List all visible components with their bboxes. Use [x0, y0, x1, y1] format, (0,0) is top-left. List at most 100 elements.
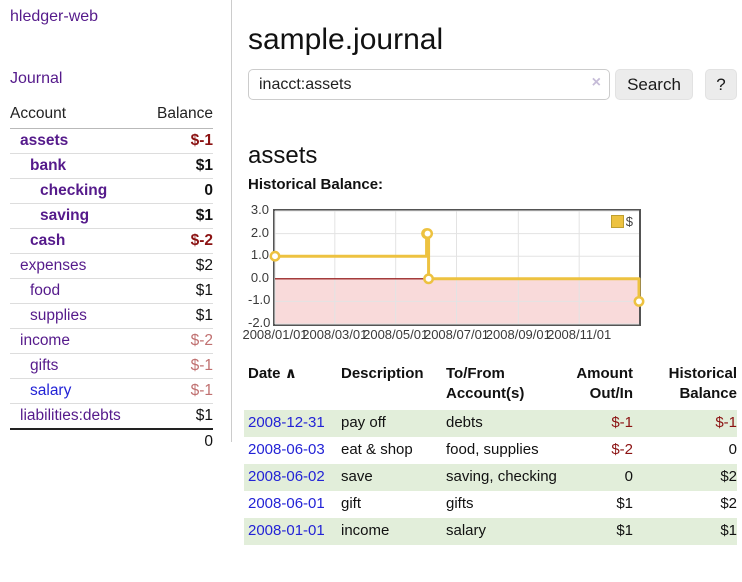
search-button[interactable]: Search — [615, 69, 693, 100]
transaction-balance: $-1 — [715, 414, 737, 431]
sort-ascending-icon: ∧ — [284, 365, 297, 382]
transaction-row: 2008-12-31 pay off debts $-1 $-1 — [244, 410, 737, 437]
transaction-date-link[interactable]: 2008-06-02 — [248, 468, 325, 485]
transaction-amount: 0 — [624, 468, 633, 485]
x-tick-label: 2008/09/01 — [485, 327, 551, 342]
account-balance: $1 — [144, 203, 213, 229]
account-row: salary $-1 — [10, 378, 213, 404]
account-row: supplies $1 — [10, 303, 213, 329]
transaction-amount: $-2 — [611, 441, 633, 458]
transaction-row: 2008-01-01 income salary $1 $1 — [244, 518, 737, 545]
transaction-accounts: saving, checking — [446, 468, 557, 485]
register-table: Date ∧ Description To/From Account(s) Am… — [244, 362, 737, 545]
sidebar-account-link[interactable]: supplies — [30, 307, 87, 324]
page-title: sample.journal — [248, 23, 444, 57]
accounts-header-account: Account — [10, 103, 145, 129]
legend-swatch — [610, 215, 624, 228]
transaction-accounts: gifts — [446, 495, 474, 512]
chart-legend: $ — [610, 214, 633, 229]
transaction-date-link[interactable]: 2008-06-03 — [248, 441, 325, 458]
x-tick-label: 2008/07/01 — [423, 327, 490, 342]
register-header-amount: Amount Out/In — [576, 365, 633, 402]
account-row: gifts $-1 — [10, 353, 213, 379]
sidebar-account-link[interactable]: checking — [40, 182, 108, 199]
account-row: income $-2 — [10, 328, 213, 354]
account-balance: $1 — [144, 303, 213, 329]
transaction-date-link[interactable]: 2008-01-01 — [248, 522, 325, 539]
transaction-row: 2008-06-01 gift gifts $1 $2 — [244, 491, 737, 518]
transaction-description: pay off — [341, 414, 386, 431]
sidebar: hledger-web Journal Account Balance asse… — [0, 0, 232, 454]
balance-chart: $ — [269, 209, 645, 326]
sidebar-account-link[interactable]: liabilities:debts — [20, 407, 121, 424]
sidebar-account-link[interactable]: gifts — [30, 357, 59, 374]
sidebar-account-link[interactable]: income — [20, 332, 70, 349]
search-input[interactable] — [248, 69, 610, 100]
y-tick-label: 3.0 — [250, 202, 269, 217]
account-row: cash $-2 — [10, 228, 213, 254]
account-balance: $2 — [144, 253, 213, 279]
account-row: checking 0 — [10, 178, 213, 204]
transaction-amount: $-1 — [611, 414, 633, 431]
accounts-table: Account Balance assets $-1 bank $1 checking 0… — [10, 103, 213, 454]
account-balance: $1 — [144, 153, 213, 179]
transaction-balance: $1 — [720, 522, 737, 539]
x-tick-label: 2008/11/01 — [547, 327, 612, 342]
sidebar-account-link[interactable]: expenses — [20, 257, 87, 274]
brand-link[interactable]: hledger-web — [10, 8, 99, 25]
clear-search-icon[interactable]: × — [591, 74, 601, 91]
x-tick-label: 2008/01/01 — [242, 327, 308, 342]
account-balance: $-2 — [144, 228, 213, 254]
help-button[interactable]: ? — [705, 69, 737, 100]
register-header-row: Date ∧ Description To/From Account(s) Am… — [244, 362, 737, 410]
data-point-marker — [422, 228, 434, 240]
chart-canvas — [269, 210, 645, 325]
accounts-total-row: 0 — [10, 428, 213, 454]
transaction-description: save — [341, 468, 373, 485]
legend-label: $ — [625, 214, 633, 229]
account-row: bank $1 — [10, 153, 213, 179]
transaction-amount: $1 — [616, 522, 633, 539]
sidebar-account-link[interactable]: food — [30, 282, 61, 299]
chart-title: Historical Balance: — [248, 176, 384, 193]
account-balance: $-1 — [144, 378, 213, 404]
transaction-accounts: food, supplies — [446, 441, 539, 458]
transaction-accounts: salary — [446, 522, 487, 539]
transaction-balance: 0 — [728, 441, 737, 458]
transaction-balance: $2 — [720, 468, 737, 485]
y-tick-label: 0.0 — [250, 269, 269, 285]
transaction-accounts: debts — [446, 414, 483, 431]
sidebar-account-link[interactable]: assets — [20, 132, 69, 149]
register-header-balance: Historical Balance — [668, 365, 737, 402]
sidebar-account-link[interactable]: salary — [30, 382, 72, 399]
account-balance: $1 — [144, 278, 213, 304]
register-header-description: Description — [341, 365, 424, 382]
sidebar-account-link[interactable]: saving — [40, 207, 90, 224]
data-point-marker — [633, 295, 645, 307]
transaction-date-link[interactable]: 2008-06-01 — [248, 495, 325, 512]
transaction-date-link[interactable]: 2008-12-31 — [248, 414, 325, 431]
account-row: liabilities:debts $1 — [10, 403, 213, 430]
account-balance: $-1 — [144, 128, 213, 154]
account-row: expenses $2 — [10, 253, 213, 279]
transaction-row: 2008-06-02 save saving, checking 0 $2 — [244, 464, 737, 491]
sidebar-account-link[interactable]: bank — [30, 157, 67, 174]
sidebar-item-journal[interactable]: Journal — [10, 70, 63, 87]
y-tick-label: 1.0 — [250, 247, 269, 263]
accounts-header-balance: Balance — [144, 103, 213, 129]
register-header-account: To/From Account(s) — [446, 365, 525, 402]
accounts-header-row: Account Balance — [10, 103, 213, 129]
sidebar-account-link[interactable]: cash — [30, 232, 66, 249]
register-header-date[interactable]: Date ∧ — [248, 365, 297, 382]
x-tick-label: 2008/05/01 — [363, 327, 429, 342]
transaction-row: 2008-06-03 eat & shop food, supplies $-2 0 — [244, 437, 737, 464]
accounts-total: 0 — [144, 428, 213, 454]
account-row: food $1 — [10, 278, 213, 304]
search-form: × — [248, 69, 610, 100]
y-tick-label: -2.0 — [248, 315, 271, 330]
y-tick-label: -1.0 — [248, 292, 271, 308]
transaction-description: gift — [341, 495, 362, 512]
data-point-marker — [423, 273, 435, 285]
transaction-balance: $2 — [720, 495, 737, 512]
